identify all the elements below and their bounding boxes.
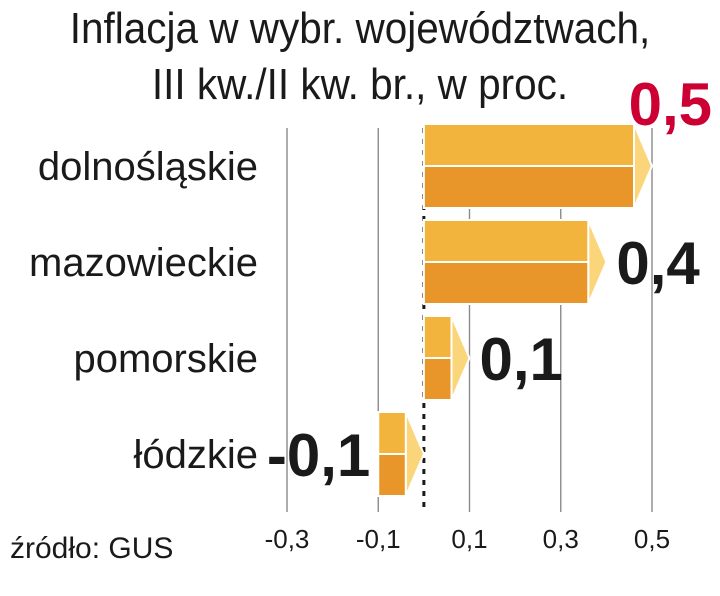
- x-tick-label-0: -0,3: [265, 524, 310, 554]
- bar-top-face-2: [422, 315, 453, 359]
- value-label-2: 0,1: [480, 326, 563, 393]
- bar-1: [422, 219, 608, 305]
- bar-top-face-3: [377, 411, 407, 455]
- x-tick-label-3: 0,3: [543, 524, 579, 554]
- bar-3: [377, 411, 425, 497]
- category-label-2: pomorskie: [73, 337, 258, 381]
- bar-cap-3: [404, 411, 425, 497]
- value-label-0: 0,5: [629, 71, 712, 138]
- x-tick-label-1: -0,1: [356, 524, 401, 554]
- value-label-1: 0,4: [616, 230, 700, 297]
- bar-bottom-face-0: [422, 165, 635, 209]
- bar-2: [422, 315, 471, 401]
- bar-bottom-face-1: [422, 261, 590, 305]
- category-label-3: łódzkie: [133, 433, 258, 477]
- bar-cap-1: [587, 219, 608, 305]
- bar-top-face-1: [422, 219, 590, 263]
- chart-title: Inflacja w wybr. województwach,: [69, 4, 651, 53]
- bar-0: [422, 123, 654, 209]
- bar-cap-2: [450, 315, 471, 401]
- bar-cap-0: [633, 123, 654, 209]
- bar-top-face-0: [422, 123, 635, 167]
- x-tick-label-4: 0,5: [634, 524, 670, 554]
- bar-bottom-face-3: [377, 453, 407, 497]
- value-label-3: -0,1: [267, 422, 370, 489]
- bar-bottom-face-2: [422, 357, 453, 401]
- category-label-1: mazowieckie: [29, 241, 258, 285]
- source-note: źródło: GUS: [10, 532, 174, 565]
- category-label-0: dolnośląskie: [38, 145, 258, 189]
- chart-subtitle: III kw./II kw. br., w proc.: [151, 60, 569, 109]
- x-tick-label-2: 0,1: [451, 524, 487, 554]
